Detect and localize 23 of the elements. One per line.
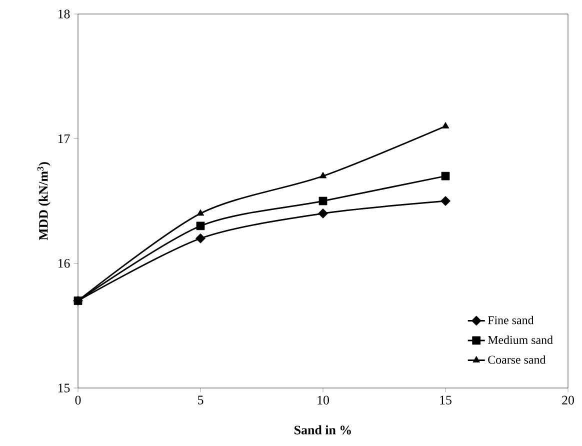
x-tick-label: 5 — [198, 396, 204, 404]
legend-label: Fine sand — [488, 316, 534, 324]
point — [319, 172, 327, 178]
x-tick-label: 20 — [562, 396, 574, 405]
x-tick-label: 0 — [75, 396, 81, 405]
y-tick-label: 15 — [58, 384, 70, 392]
point — [196, 209, 204, 216]
x-tick-label: 15 — [440, 396, 452, 404]
point — [196, 233, 206, 244]
point — [442, 122, 450, 128]
legend-label: Medium sand — [488, 336, 553, 344]
point — [196, 222, 205, 230]
y-tick-label: 17 — [58, 134, 70, 143]
y-axis-title: MDD (kN/m$^{3}$) — [37, 162, 50, 240]
legend-label: Coarse sand — [488, 355, 546, 364]
y-tick-label: 16 — [58, 258, 70, 268]
x-tick-label: 10 — [318, 396, 329, 405]
point — [318, 208, 328, 218]
x-axis-title: Sand in % — [294, 425, 351, 434]
y-tick-label: 18 — [58, 10, 70, 18]
point — [318, 196, 328, 206]
point — [441, 172, 450, 180]
point — [440, 196, 450, 206]
